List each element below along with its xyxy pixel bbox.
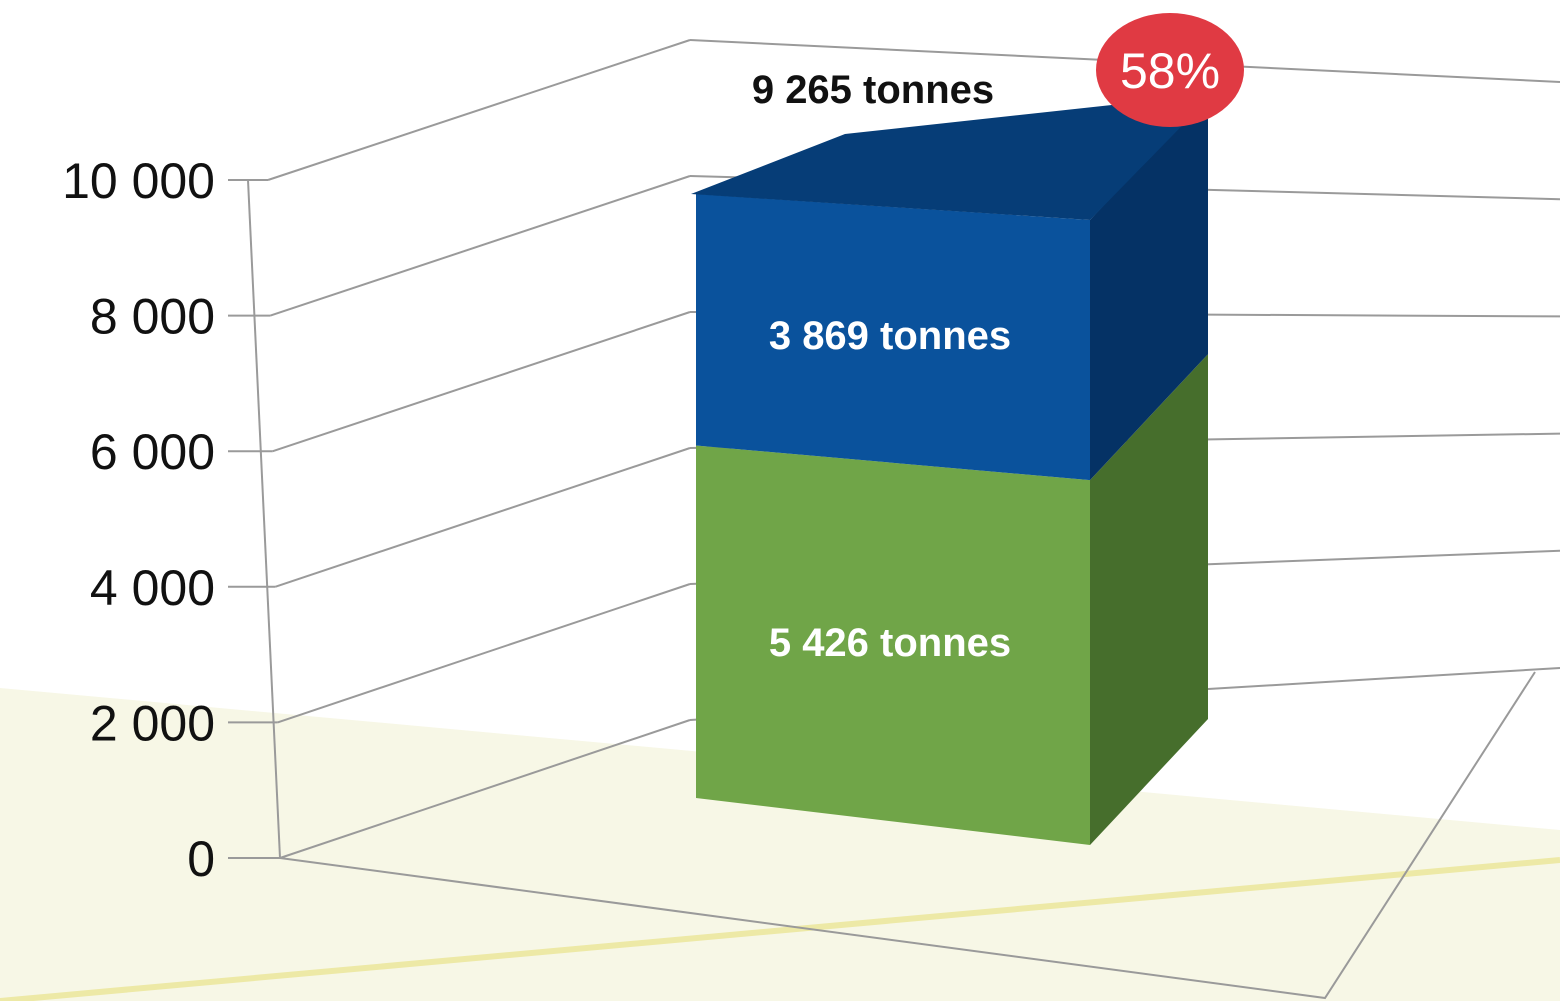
gridline-left-3 — [272, 311, 691, 453]
y-tick-label-3: 6 000 — [90, 424, 215, 480]
y-tick-label-1: 2 000 — [90, 695, 215, 751]
bar-segment-side-1 — [1090, 93, 1208, 481]
floor-band — [0, 688, 1560, 1001]
y-tick-label-2: 4 000 — [90, 560, 215, 616]
floor-line — [0, 857, 1560, 1001]
bar-segment-side-0 — [1090, 354, 1208, 845]
bar-top-face — [691, 93, 1213, 220]
percentage-badge — [1096, 13, 1244, 127]
percentage-badge-label: 58% — [1120, 43, 1220, 99]
y-tick-label-5: 10 000 — [62, 153, 215, 209]
bar-segment-front-0 — [696, 445, 1090, 845]
bar-segment-front-1 — [696, 194, 1090, 481]
gridline-left-0 — [279, 719, 691, 859]
bar-segment-label-1: 3 869 tonnes — [769, 314, 1011, 358]
floor-outline — [279, 671, 1536, 1000]
gridline-left-4 — [270, 175, 691, 317]
y-axis-line — [247, 179, 281, 859]
bar-total-label: 9 265 tonnes — [752, 68, 994, 112]
bar-segment-label-0: 5 426 tonnes — [769, 621, 1011, 665]
gridline-left-1 — [277, 583, 691, 724]
gridline-left-5 — [267, 39, 691, 181]
y-tick-label-0: 0 — [187, 831, 215, 887]
y-tick-label-4: 8 000 — [90, 289, 215, 345]
gridline-left-2 — [274, 447, 691, 588]
